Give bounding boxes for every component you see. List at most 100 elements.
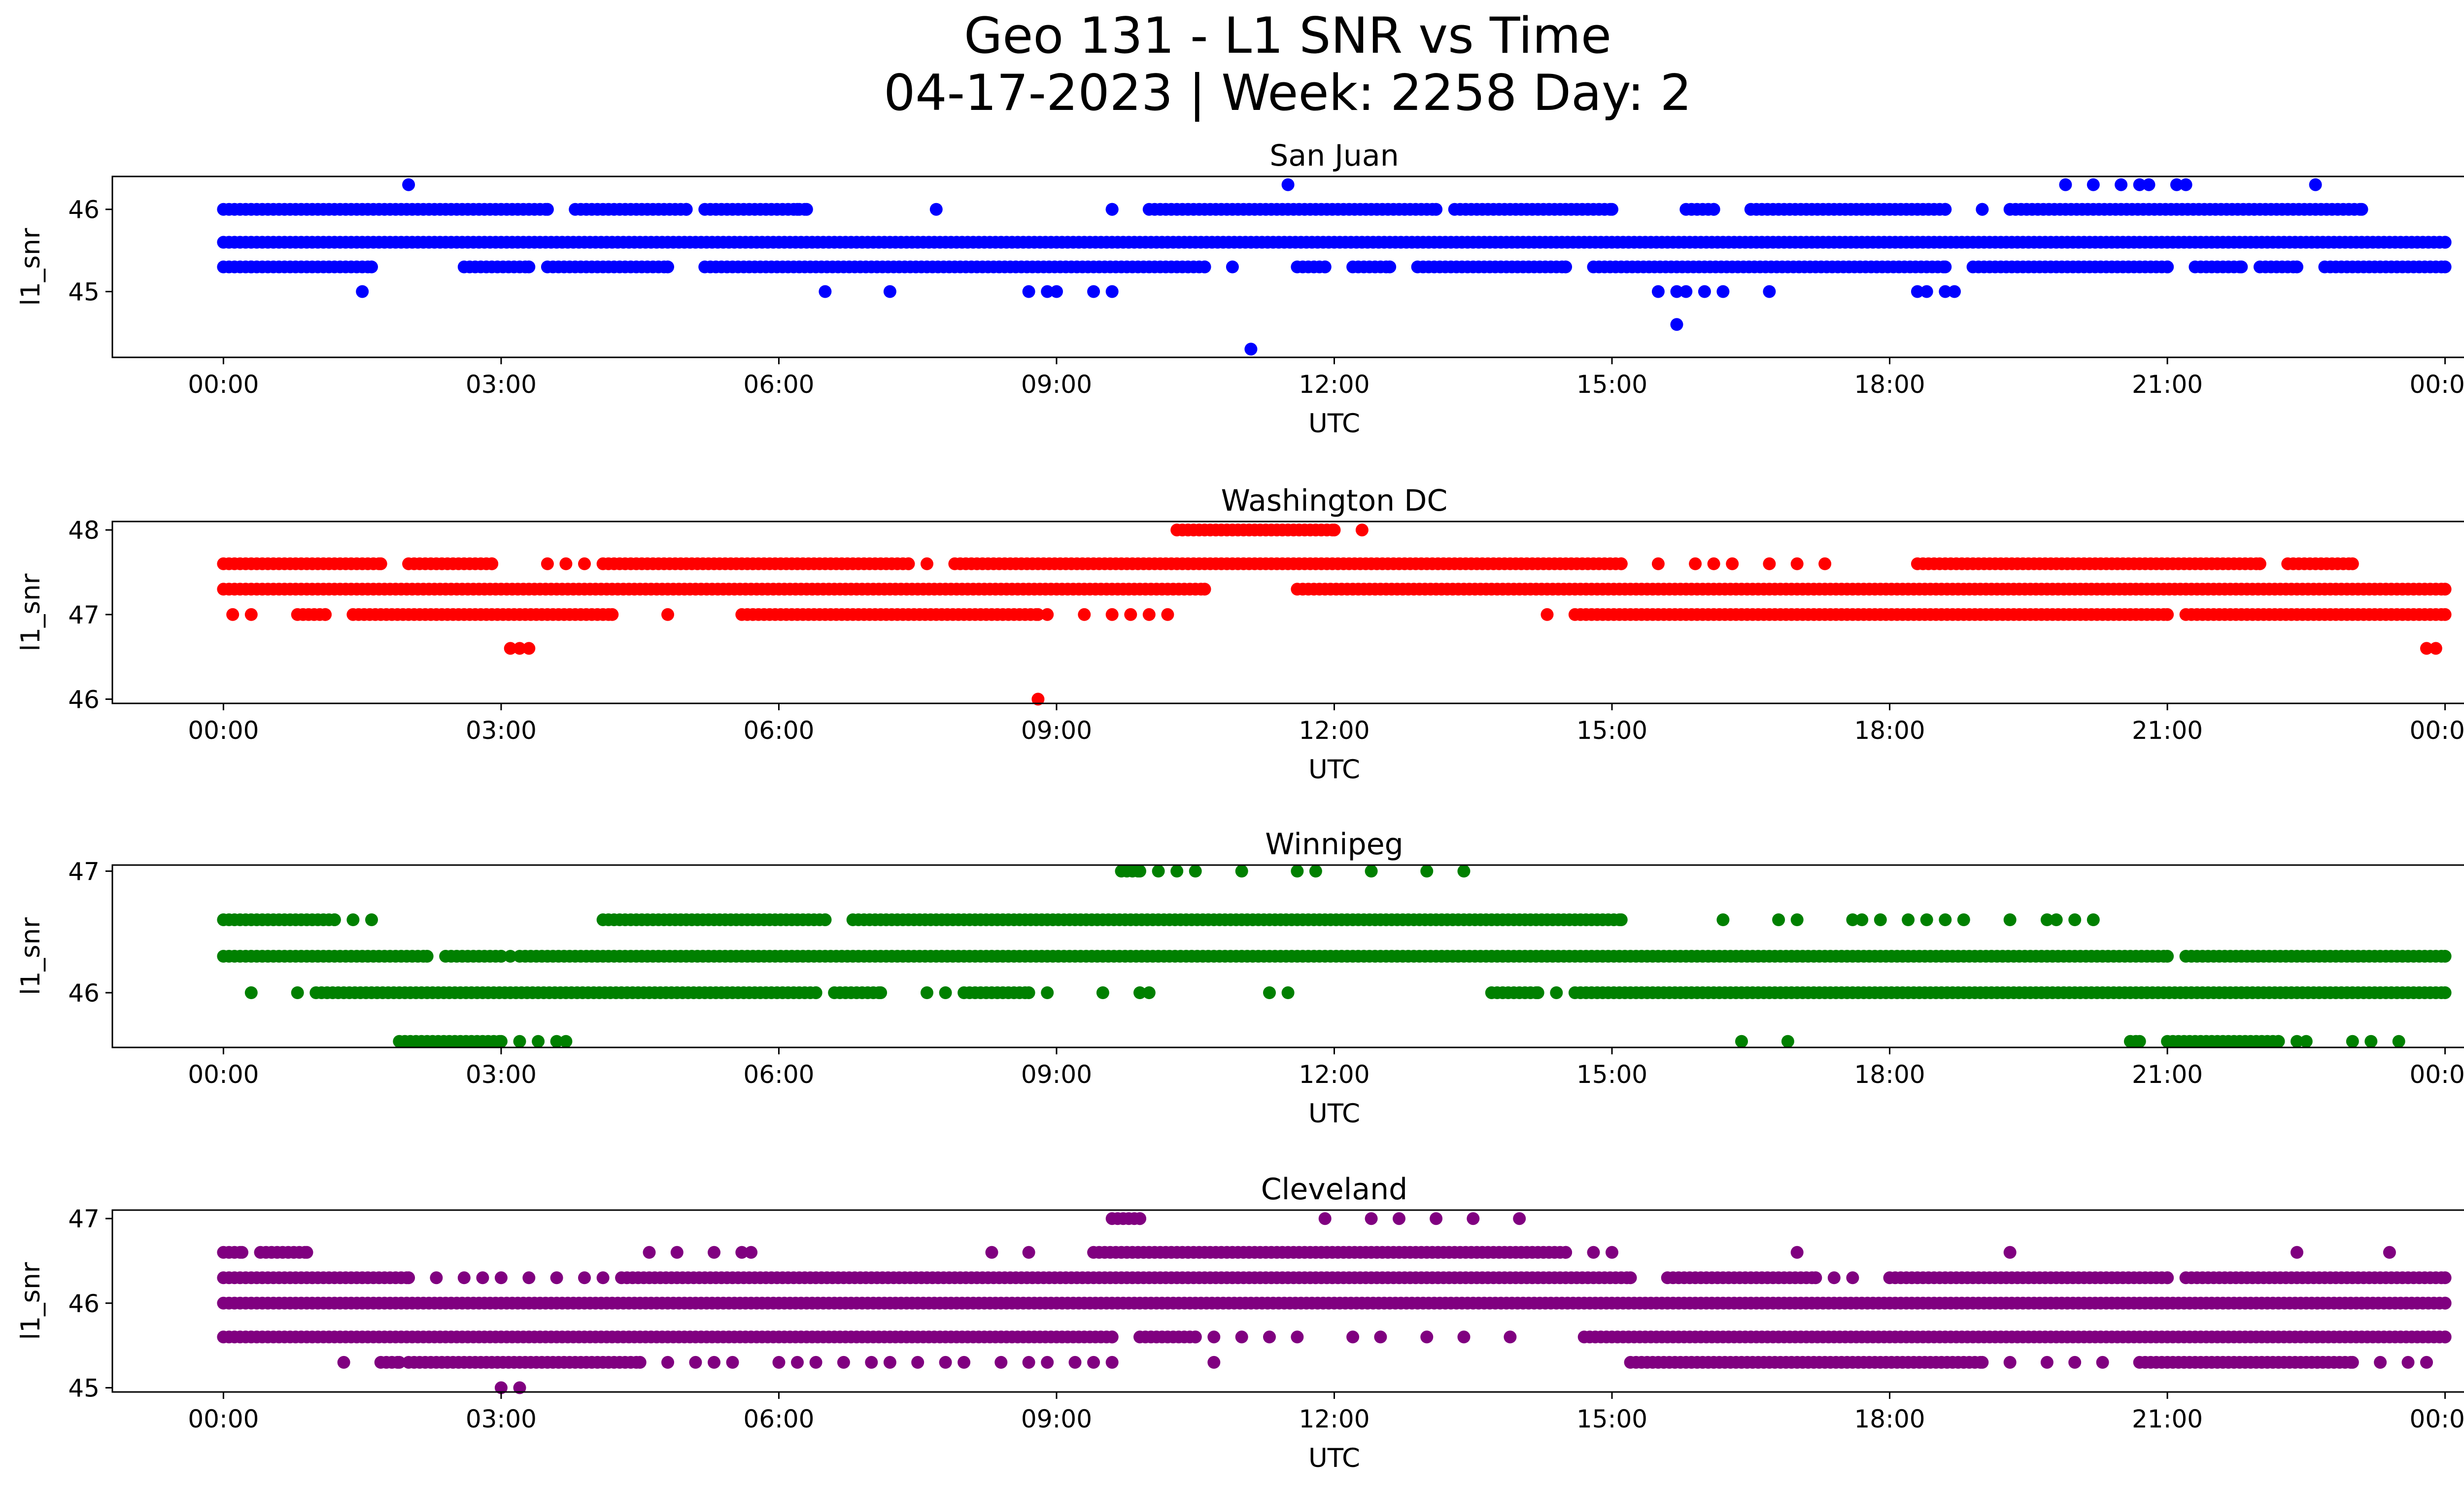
data-point bbox=[1318, 260, 1332, 274]
data-point bbox=[2133, 1035, 2146, 1048]
data-point bbox=[745, 1246, 758, 1259]
data-point bbox=[1133, 865, 1146, 878]
data-point bbox=[939, 986, 952, 999]
x-tick-label: 21:00 bbox=[2132, 1060, 2203, 1089]
data-point bbox=[1670, 318, 1683, 331]
x-tick-label: 15:00 bbox=[1576, 1060, 1647, 1089]
data-point bbox=[1707, 203, 1720, 216]
subplot-title: San Juan bbox=[1269, 139, 1399, 173]
data-point bbox=[708, 1246, 720, 1259]
y-tick-label: 46 bbox=[68, 196, 100, 224]
x-tick-label: 15:00 bbox=[1576, 1405, 1647, 1433]
data-point bbox=[1707, 557, 1720, 570]
data-point bbox=[1022, 986, 1035, 999]
data-point bbox=[420, 950, 434, 963]
data-point bbox=[2003, 1246, 2017, 1259]
y-axis-label: l1_snr bbox=[16, 573, 46, 651]
data-point bbox=[726, 1356, 739, 1369]
x-tick-label: 15:00 bbox=[1576, 716, 1647, 745]
data-point bbox=[2438, 1296, 2452, 1310]
y-tick-label: 47 bbox=[68, 857, 100, 886]
data-point bbox=[1957, 913, 1970, 926]
data-point bbox=[1457, 1330, 1471, 1344]
data-point bbox=[865, 1356, 878, 1369]
data-point bbox=[226, 608, 240, 621]
data-point bbox=[1041, 608, 1054, 621]
data-point bbox=[2438, 950, 2452, 963]
data-point bbox=[522, 260, 536, 274]
data-point bbox=[1716, 913, 1730, 926]
data-point bbox=[485, 557, 499, 570]
x-tick-label: 00:00 bbox=[2410, 716, 2464, 745]
data-point bbox=[2383, 1246, 2396, 1259]
data-point bbox=[1976, 1356, 1989, 1369]
data-point bbox=[476, 1271, 489, 1285]
data-point bbox=[994, 1356, 1008, 1369]
y-tick-label: 46 bbox=[68, 979, 100, 1008]
data-point bbox=[513, 1381, 526, 1394]
data-point bbox=[1920, 285, 1933, 298]
data-point bbox=[1068, 1356, 1082, 1369]
subplot-title: Cleveland bbox=[1261, 1172, 1407, 1207]
data-point bbox=[985, 1246, 998, 1259]
data-point bbox=[1031, 608, 1045, 621]
data-point bbox=[2133, 178, 2146, 191]
data-point bbox=[1355, 523, 1369, 537]
x-tick-label: 00:00 bbox=[2410, 1060, 2464, 1089]
data-point bbox=[661, 608, 674, 621]
data-point bbox=[1513, 1212, 1526, 1225]
data-point bbox=[1911, 285, 1924, 298]
data-point bbox=[1763, 557, 1776, 570]
data-point bbox=[596, 1271, 610, 1285]
data-point bbox=[1198, 260, 1211, 274]
data-point bbox=[2179, 178, 2192, 191]
data-point bbox=[1078, 608, 1091, 621]
data-point bbox=[365, 260, 378, 274]
data-point bbox=[319, 608, 332, 621]
data-point bbox=[1651, 557, 1665, 570]
data-point bbox=[559, 1035, 573, 1048]
data-point bbox=[1846, 1271, 1859, 1285]
data-point bbox=[1263, 986, 1276, 999]
data-point bbox=[921, 986, 933, 999]
data-point bbox=[2170, 178, 2183, 191]
data-point bbox=[1207, 1356, 1221, 1369]
data-point bbox=[809, 986, 822, 999]
data-point bbox=[2299, 1035, 2313, 1048]
data-point bbox=[1161, 608, 1174, 621]
data-point bbox=[643, 1246, 656, 1259]
y-axis-label: l1_snr bbox=[16, 228, 46, 306]
data-point bbox=[2346, 1035, 2359, 1048]
x-axis-label: UTC bbox=[1308, 1443, 1360, 1473]
data-point bbox=[457, 1271, 471, 1285]
data-point bbox=[402, 178, 415, 191]
data-point bbox=[1540, 608, 1554, 621]
data-point bbox=[1550, 986, 1563, 999]
data-point bbox=[2068, 913, 2082, 926]
data-point bbox=[2087, 178, 2100, 191]
data-point bbox=[1383, 260, 1397, 274]
data-point bbox=[661, 1356, 674, 1369]
data-point bbox=[1133, 1212, 1146, 1225]
data-point bbox=[1420, 1330, 1434, 1344]
data-point bbox=[1606, 1246, 1618, 1259]
subplot-title: Washington DC bbox=[1221, 484, 1448, 518]
data-point bbox=[1189, 865, 1202, 878]
data-point bbox=[1022, 1356, 1035, 1369]
data-point bbox=[1263, 1330, 1276, 1344]
data-point bbox=[578, 557, 591, 570]
data-point bbox=[1790, 1246, 1804, 1259]
data-point bbox=[346, 913, 360, 926]
data-point bbox=[2291, 1035, 2303, 1048]
data-point bbox=[430, 1271, 443, 1285]
data-point bbox=[2142, 178, 2156, 191]
data-point bbox=[1874, 913, 1887, 926]
data-point bbox=[1235, 1330, 1248, 1344]
x-tick-label: 00:00 bbox=[188, 1405, 259, 1433]
x-tick-label: 09:00 bbox=[1021, 1060, 1092, 1089]
data-point bbox=[1614, 557, 1628, 570]
data-point bbox=[1133, 986, 1146, 999]
data-point bbox=[550, 1035, 563, 1048]
data-point bbox=[2420, 642, 2433, 655]
